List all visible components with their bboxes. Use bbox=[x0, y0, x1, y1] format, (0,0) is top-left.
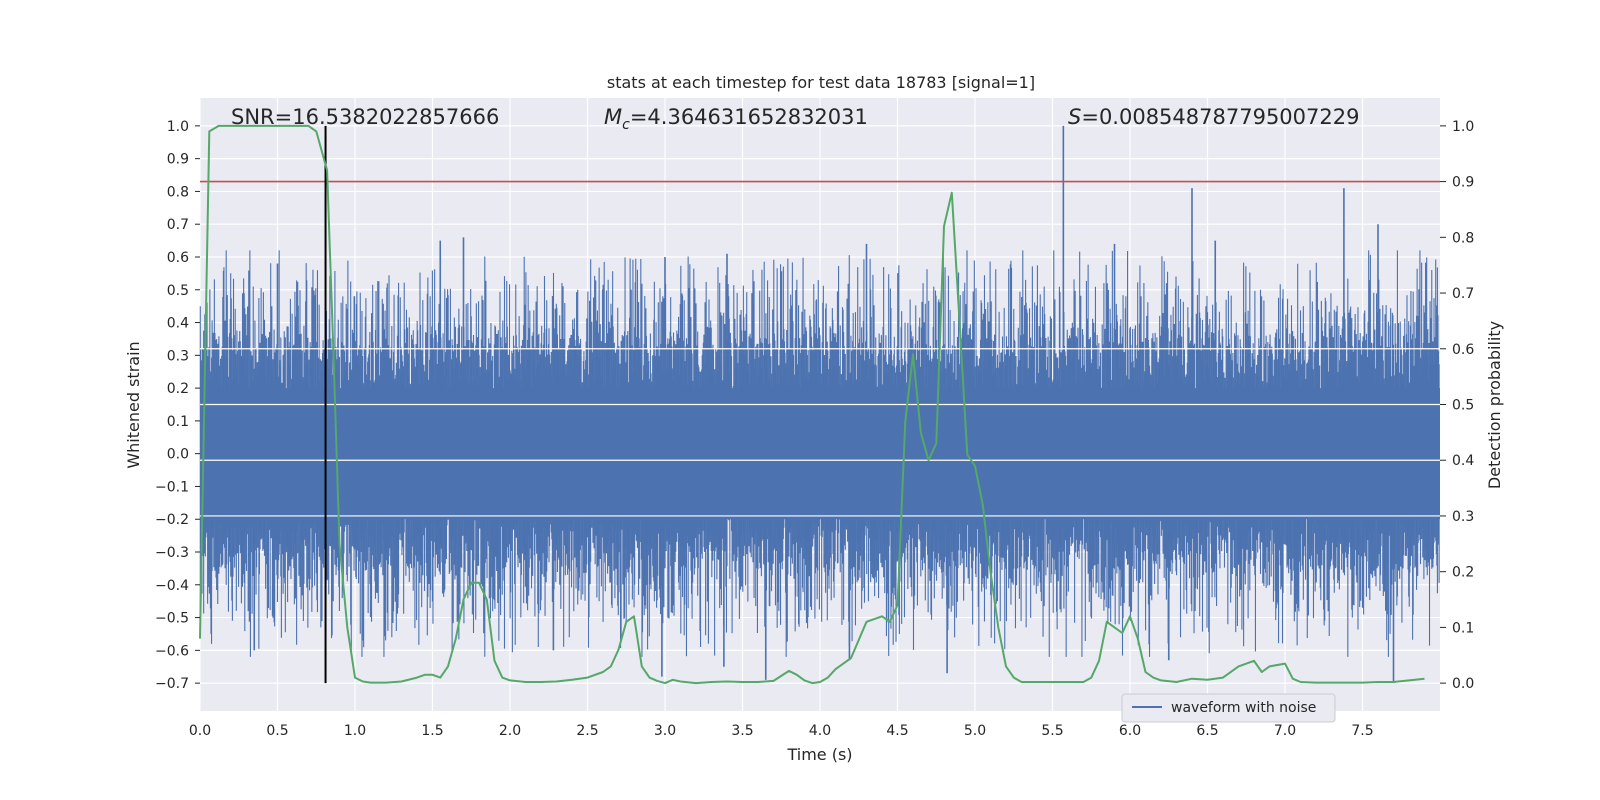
chirp-mass-annotation: Mc=4.364631652832031 bbox=[604, 105, 868, 133]
legend-box bbox=[1121, 693, 1336, 723]
x-tick-label: 2.0 bbox=[499, 723, 521, 739]
y-left-tick-label: 1.0 bbox=[167, 119, 189, 135]
y-left-tick-label: 0.2 bbox=[167, 381, 189, 397]
x-tick-label: 6.0 bbox=[1119, 723, 1141, 739]
x-tick-label: 2.5 bbox=[576, 723, 598, 739]
y-left-tick-label: 0.3 bbox=[167, 348, 189, 364]
s-annotation: S=0.008548787795007229 bbox=[1068, 105, 1359, 129]
y-left-tick-label: −0.1 bbox=[155, 479, 189, 495]
y-right-tick-label: 0.4 bbox=[1452, 453, 1474, 469]
y-left-tick-label: −0.6 bbox=[155, 643, 189, 659]
x-tick-label: 7.0 bbox=[1274, 723, 1296, 739]
y-right-tick-label: 0.7 bbox=[1452, 286, 1474, 302]
s-value: =0.008548787795007229 bbox=[1081, 105, 1359, 129]
y-right-tick-label: 0.8 bbox=[1452, 230, 1474, 246]
y-left-tick-label: −0.4 bbox=[155, 578, 189, 594]
chirp-mass-subscript: c bbox=[622, 117, 630, 133]
y-left-tick-label: 0.5 bbox=[167, 283, 189, 299]
y-right-tick-label: 0.2 bbox=[1452, 565, 1474, 581]
y-left-tick-label: 0.8 bbox=[167, 184, 189, 200]
y-left-tick-label: −0.3 bbox=[155, 545, 189, 561]
y-left-tick-label: 0.0 bbox=[167, 447, 189, 463]
x-tick-label: 5.0 bbox=[964, 723, 986, 739]
y-left-tick-label: −0.2 bbox=[155, 512, 189, 528]
y-right-tick-label: 0.3 bbox=[1452, 509, 1474, 525]
x-tick-label: 1.0 bbox=[344, 723, 366, 739]
y-left-tick-label: 0.7 bbox=[167, 217, 189, 233]
legend-label: waveform with noise bbox=[1171, 700, 1316, 716]
x-tick-label: 0.5 bbox=[266, 723, 288, 739]
y-left-tick-label: 0.9 bbox=[167, 152, 189, 168]
y-right-tick-label: 1.0 bbox=[1452, 119, 1474, 135]
y-left-tick-label: −0.5 bbox=[155, 611, 189, 627]
y-right-tick-label: 0.0 bbox=[1452, 676, 1474, 692]
probability-series bbox=[199, 124, 1425, 685]
legend: waveform with noise bbox=[1121, 693, 1336, 723]
x-tick-label: 1.5 bbox=[421, 723, 443, 739]
x-axis-ticks: 0.0 0.5 1.0 1.5 2.0 2.5 3.0 3.5 4.0 4.5 5.0 5.5 6.0 6… bbox=[189, 723, 1374, 739]
x-tick-label: 0.0 bbox=[189, 723, 211, 739]
y-left-tick-label: 0.6 bbox=[167, 250, 189, 266]
y-left-axis-ticks: −0.7 −0.6 −0.5 −0.4 −0.3 −0.2 −0.1 0.0 0.1 0.2 0.3… bbox=[155, 119, 200, 692]
x-tick-label: 4.5 bbox=[886, 723, 908, 739]
s-symbol: S bbox=[1068, 105, 1081, 129]
x-tick-label: 3.5 bbox=[731, 723, 753, 739]
chirp-mass-value: =4.364631652832031 bbox=[630, 105, 868, 129]
y-left-tick-label: 0.1 bbox=[167, 414, 189, 430]
probability-line bbox=[199, 124, 1425, 685]
y-right-axis-label: Detection probability bbox=[1485, 321, 1504, 489]
waveform-core bbox=[200, 388, 1440, 520]
chirp-mass-symbol: M bbox=[604, 105, 622, 129]
y-right-tick-label: 0.5 bbox=[1452, 398, 1474, 414]
waveform-series bbox=[199, 125, 1440, 684]
y-left-axis-label: Whitened strain bbox=[124, 341, 143, 468]
x-tick-label: 5.5 bbox=[1041, 723, 1063, 739]
y-right-tick-label: 0.1 bbox=[1452, 620, 1474, 636]
x-tick-label: 7.5 bbox=[1351, 723, 1373, 739]
x-tick-label: 6.5 bbox=[1196, 723, 1218, 739]
y-right-tick-label: 0.9 bbox=[1452, 175, 1474, 191]
overlay-lines bbox=[200, 125, 1440, 684]
chart-title: stats at each timestep for test data 187… bbox=[607, 73, 1035, 92]
x-axis-label: Time (s) bbox=[786, 745, 852, 764]
x-tick-label: 4.0 bbox=[809, 723, 831, 739]
y-left-tick-label: −0.7 bbox=[155, 676, 189, 692]
x-tick-label: 3.0 bbox=[654, 723, 676, 739]
snr-annotation: SNR=16.5382022857666 bbox=[231, 105, 499, 129]
y-left-tick-label: 0.4 bbox=[167, 316, 189, 332]
y-right-axis-ticks: 0.0 0.1 0.2 0.3 0.4 0.5 0.6 0.7 0.8 0.9 1.0 bbox=[1440, 119, 1474, 692]
y-right-tick-label: 0.6 bbox=[1452, 342, 1474, 358]
